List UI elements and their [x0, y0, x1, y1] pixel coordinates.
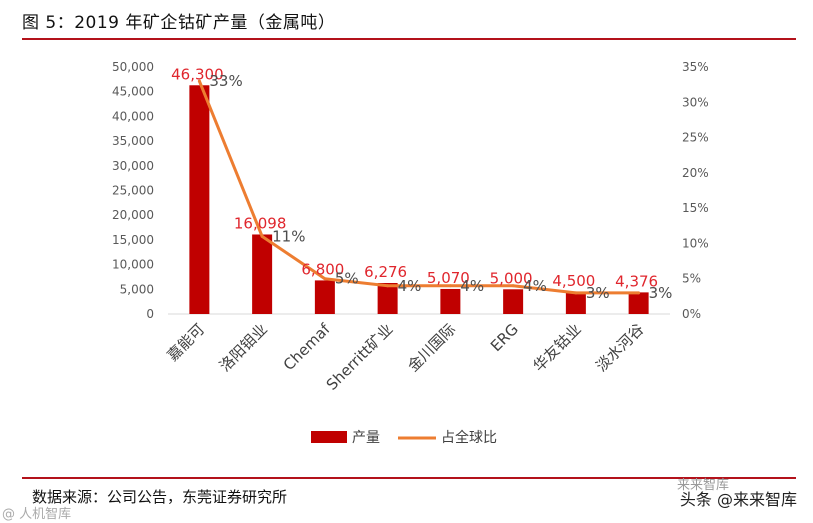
share-value-label: 11% [272, 227, 305, 245]
share-value-label: 33% [209, 72, 242, 90]
share-value-label: 4% [523, 277, 547, 295]
bar [503, 289, 524, 314]
bar [189, 85, 210, 314]
bar-value-label: 4,500 [552, 272, 595, 290]
y-left-tick-label: 20,000 [112, 208, 154, 222]
y-right-tick-label: 10% [682, 236, 709, 250]
y-left-tick-label: 30,000 [112, 159, 154, 173]
bar [628, 292, 649, 314]
y-right-tick-label: 30% [682, 95, 709, 109]
y-right-tick-label: 25% [682, 131, 709, 145]
y-right-tick-label: 15% [682, 201, 709, 215]
share-value-label: 5% [335, 270, 359, 288]
source-note: 数据来源：公司公告，东莞证券研究所 [32, 488, 288, 506]
share-value-label: 4% [460, 277, 484, 295]
share-point [386, 284, 390, 288]
bar [314, 280, 335, 314]
bar [440, 288, 461, 314]
x-tick-label: Sherritt矿业 [323, 320, 397, 394]
y-left-tick-label: 45,000 [112, 85, 154, 99]
share-point [323, 277, 327, 281]
share-value-label: 4% [398, 277, 422, 295]
y-right-tick-label: 5% [682, 272, 701, 286]
x-tick-label: 嘉能可 [164, 320, 209, 365]
x-tick-label: ERG [487, 320, 522, 355]
bar [252, 234, 273, 314]
share-point [574, 291, 578, 295]
bar-value-label: 4,376 [615, 272, 658, 290]
y-right-tick-label: 35% [682, 60, 709, 74]
x-tick-label: 淡水河谷 [592, 320, 647, 375]
share-line [197, 80, 639, 295]
x-tick-label: 华友钴业 [530, 320, 585, 375]
footer-divider [22, 477, 796, 479]
legend-swatch-bar [311, 431, 347, 443]
y-right-tick-label: 20% [682, 166, 709, 180]
x-tick-label: 洛阳钼业 [216, 320, 271, 375]
y-left-tick-label: 40,000 [112, 109, 154, 123]
watermark-corner: @ 人机智库 [2, 507, 72, 522]
bar-value-label: 16,098 [234, 214, 287, 232]
x-tick-label: 金川国际 [404, 320, 459, 375]
title-divider [22, 38, 796, 40]
share-point [511, 284, 515, 288]
share-value-label: 3% [586, 284, 610, 302]
share-point [260, 234, 264, 238]
bar [565, 291, 586, 314]
bar-value-label: 46,300 [171, 65, 224, 83]
y-left-tick-label: 25,000 [112, 184, 154, 198]
legend-label-line: 占全球比 [441, 429, 497, 446]
bar-line-chart: 0 5,000 10,000 15,000 20,000 25,000 30,000 35,0… [112, 60, 709, 446]
bar-value-label: 5,000 [490, 269, 533, 287]
y-left-tick-label: 5,000 [120, 282, 154, 296]
bar-value-label: 6,276 [364, 263, 407, 281]
x-tick-label: Chemaf [280, 320, 334, 374]
y-right-tick-label: 0% [682, 307, 701, 321]
chart-title: 图 5：2019 年矿企钴矿产量（金属吨） [22, 13, 336, 33]
bar [377, 282, 398, 314]
share-point [197, 79, 201, 83]
y-left-tick-label: 10,000 [112, 258, 154, 272]
share-point [448, 284, 452, 288]
legend-label-bar: 产量 [352, 430, 380, 446]
bar-value-label: 6,800 [301, 260, 344, 278]
y-left-tick-label: 35,000 [112, 134, 154, 148]
y-left-tick-label: 50,000 [112, 60, 154, 74]
bar-value-label: 5,070 [427, 269, 470, 287]
share-value-label: 3% [649, 284, 673, 302]
y-left-tick-label: 15,000 [112, 233, 154, 247]
y-left-tick-label: 0 [146, 307, 154, 321]
share-point [637, 291, 641, 295]
watermark-logo-text: 来来智库 [676, 478, 729, 493]
watermark-attribution: 头条 @来来智库 [679, 490, 797, 509]
